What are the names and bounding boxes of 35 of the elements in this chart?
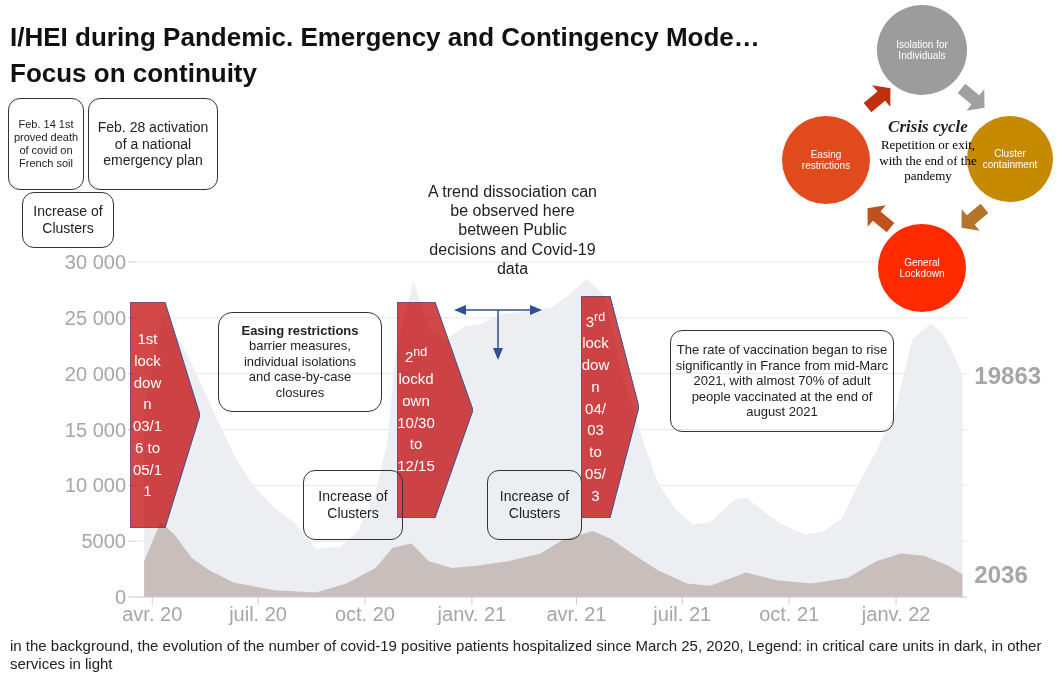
chart-subtitle: Focus on continuity bbox=[10, 58, 257, 89]
annotation: 2036 bbox=[974, 560, 1028, 588]
text: Isolation for Individuals bbox=[895, 38, 949, 63]
annotation: 1st lockdown 03/16 to 05/11 bbox=[131, 329, 164, 502]
x-tick-label: oct. 21 bbox=[759, 603, 820, 626]
annotation: Increase of Clusters bbox=[318, 488, 388, 521]
text: Easing restrictions bbox=[800, 148, 852, 173]
x-tick-label: janv. 21 bbox=[436, 603, 507, 626]
text: Feb. 14 1st proved death of covid on French soil bbox=[8, 98, 84, 190]
text: in the background, the evolution of the number of covid-19 positive patients hospitalized since March 25, 2020, Legend: in critical care units in dark, in other services in light bbox=[10, 637, 1043, 673]
y-tick-label: 5000 bbox=[81, 530, 126, 553]
y-tick-label: 15 000 bbox=[64, 418, 126, 441]
y-tick-label: 10 000 bbox=[64, 474, 126, 497]
x-tick-label: janv. 22 bbox=[860, 603, 931, 626]
annotation: barrier measures, individual isolations and case-by-case closures bbox=[243, 338, 357, 402]
annotation: 19863 bbox=[974, 361, 1042, 389]
text: 3$^{rd}$ lockdown 04/03 to 05/3 bbox=[581, 309, 610, 504]
annotation: General Lockdown bbox=[898, 256, 946, 281]
annotation: 2$^{nd}$ lockdown 10/30 to 12/15 bbox=[397, 344, 435, 476]
annotation: Easing restrictions bbox=[241, 323, 359, 338]
x-tick-label: avr. 21 bbox=[546, 603, 607, 626]
text: Feb. 28 activation of a national emergency plan bbox=[88, 98, 218, 190]
x-tick-label: oct. 20 bbox=[334, 603, 395, 626]
x-tick-label: juil. 20 bbox=[228, 603, 287, 626]
y-tick-label: 20 000 bbox=[64, 362, 126, 385]
text: Crisis cycle bbox=[887, 116, 969, 138]
annotation: Increase of Clusters bbox=[487, 470, 582, 540]
annotation: The rate of vaccination began to rise significantly in France from mid-Marc 2021, with almost 70% of adult people vaccinated at the end of august 2021 bbox=[670, 330, 894, 432]
y-tick-label: 30 000 bbox=[64, 251, 126, 274]
annotation: A trend dissociation can be observed here between Public decisions and Covid-19 data bbox=[427, 182, 598, 279]
chart-title: I/HEI during Pandemic. Emergency and Contingency Mode… bbox=[10, 22, 760, 53]
y-tick-label: 25 000 bbox=[64, 306, 126, 329]
text: Cluster containment bbox=[982, 148, 1038, 170]
x-tick-label: juil. 21 bbox=[652, 603, 712, 626]
text: Increase of Clusters bbox=[22, 192, 114, 248]
